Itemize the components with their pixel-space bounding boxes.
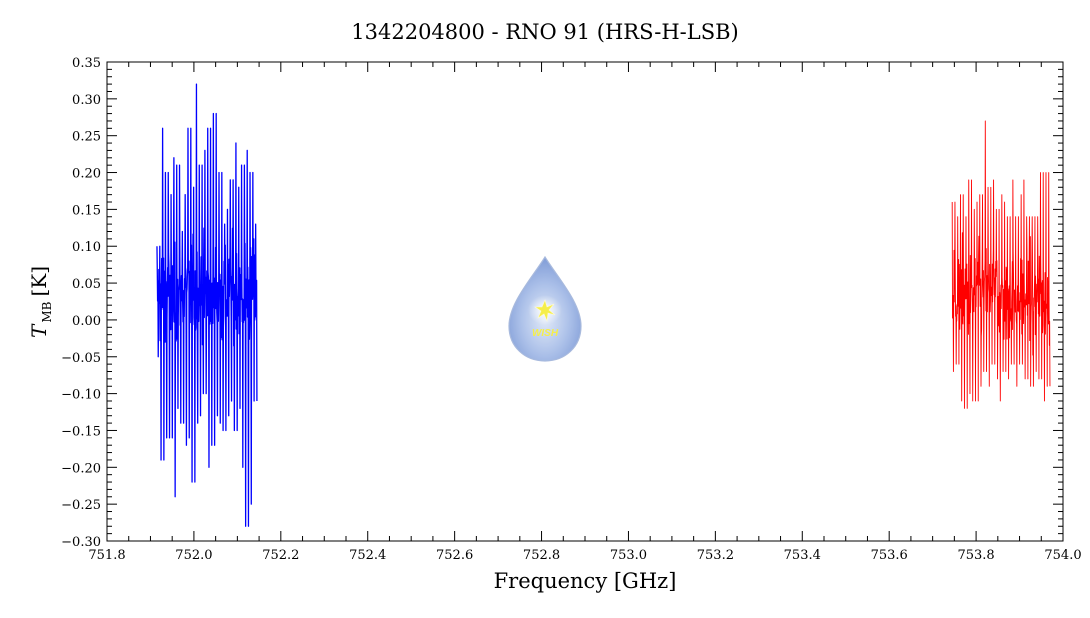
- x-axis-label: Frequency [GHz]: [494, 569, 677, 593]
- x-tick-label: 753.2: [697, 548, 734, 563]
- y-tick-label: 0.35: [72, 56, 101, 71]
- x-tick-label: 752.6: [436, 548, 473, 563]
- y-tick-label: 0.05: [72, 277, 101, 292]
- y-tick-label: 0.15: [72, 203, 101, 218]
- x-tick-label: 754.0: [1044, 548, 1081, 563]
- x-tick-label: 753.8: [957, 548, 994, 563]
- y-tick-label: −0.20: [61, 461, 101, 476]
- y-tick-label: 0.20: [72, 167, 101, 182]
- y-tick-label: −0.15: [61, 424, 101, 439]
- x-tick-label: 752.2: [262, 548, 299, 563]
- y-tick-label: −0.10: [61, 388, 101, 403]
- x-tick-label: 752.4: [349, 548, 386, 563]
- x-tick-label: 751.8: [88, 548, 125, 563]
- x-tick-label: 752.8: [523, 548, 560, 563]
- series-layer: [156, 83, 1051, 527]
- y-axis-symbol: T: [27, 323, 51, 338]
- y-tick-label: 0.25: [72, 130, 101, 145]
- x-tick-label: 753.6: [871, 548, 908, 563]
- y-tick-label: −0.05: [61, 351, 101, 366]
- star-icon: [534, 299, 556, 323]
- y-tick-label: −0.25: [61, 498, 101, 513]
- y-tick-label: −0.30: [61, 535, 101, 550]
- y-tick-label: 0.00: [72, 314, 101, 329]
- series-1-trace: [156, 83, 258, 527]
- chart-title: 1342204800 - RNO 91 (HRS-H-LSB): [351, 20, 738, 44]
- y-tick-label: 0.10: [72, 240, 101, 255]
- svg-text:TMB[K]: TMB [K]: [27, 266, 54, 338]
- watermark-text: WISH: [532, 328, 559, 339]
- x-tick-label: 752.0: [175, 548, 212, 563]
- x-tick-label: 753.0: [610, 548, 647, 563]
- y-axis-label: TMB [K]: [27, 266, 54, 338]
- series-2-trace: [951, 120, 1051, 409]
- y-axis-unit: [K]: [27, 266, 51, 297]
- y-tick-label: 0.30: [72, 93, 101, 108]
- axes-layer: 751.8 752.0 752.2 752.4 752.6 752.8 753.0 753.2…: [61, 56, 1081, 563]
- y-axis-subscript: MB: [40, 301, 54, 322]
- x-tick-label: 753.4: [784, 548, 821, 563]
- wish-logo-watermark: WISH: [508, 255, 582, 362]
